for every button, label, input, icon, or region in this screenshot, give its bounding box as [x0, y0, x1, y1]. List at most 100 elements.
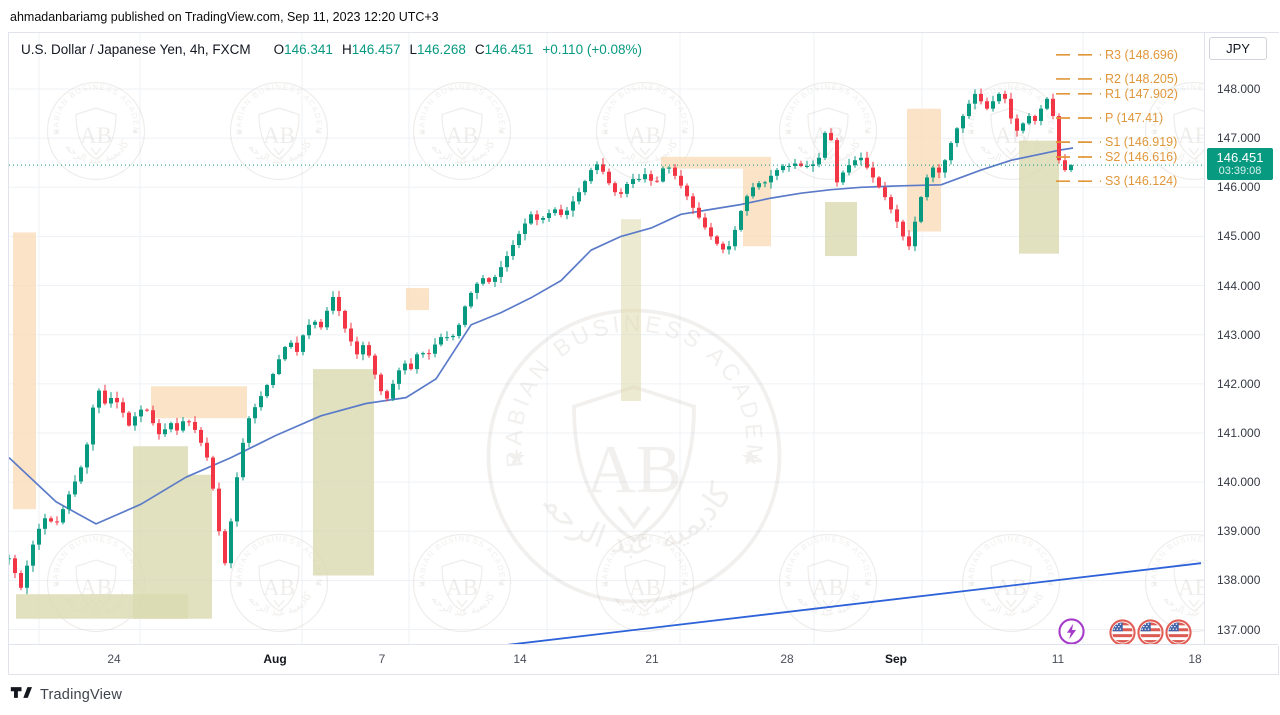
candle: [367, 341, 371, 358]
candle: [301, 334, 305, 356]
tradingview-brand[interactable]: TradingView: [40, 687, 122, 703]
candle: [649, 170, 653, 186]
close-value: 146.451: [484, 42, 534, 57]
price-axis[interactable]: JPY 148.000 147.000 146.000 145.000 144.000 1…: [1204, 33, 1280, 646]
candle: [631, 173, 635, 189]
candle: [673, 164, 677, 180]
byline: ahmadanbariamg published on TradingView.…: [10, 10, 439, 24]
candle: [601, 158, 605, 175]
candle: [43, 513, 47, 535]
price-chart-canvas[interactable]: ARABIAN BUSINESS ACADEMY ★ ★ أكاديمية عب…: [9, 33, 1204, 646]
trend-line[interactable]: [495, 562, 1202, 646]
candle: [721, 241, 725, 254]
candle: [55, 516, 59, 526]
moving-average-line: [9, 147, 1074, 525]
candle: [877, 176, 881, 189]
chart-panel[interactable]: ARABIAN BUSINESS ACADEMY ★ ★ أكاديمية عب…: [8, 32, 1280, 675]
candle: [295, 336, 299, 356]
candle: [619, 188, 623, 198]
candle: [241, 438, 245, 481]
zone-peach: [151, 386, 247, 419]
pivot-label-r2: R2 (148.205): [1105, 71, 1178, 86]
candle: [829, 128, 833, 142]
academy-watermark-icon: [229, 81, 329, 181]
pivot-label-s3: S3 (146.124): [1105, 174, 1178, 189]
us-flag-event-icon[interactable]: [1165, 619, 1192, 646]
candle: [109, 392, 113, 408]
currency-label[interactable]: JPY: [1209, 37, 1267, 60]
zone-olive: [313, 369, 374, 576]
candle: [841, 170, 845, 186]
candle: [49, 516, 53, 523]
candle: [661, 166, 665, 183]
flash-event-icon[interactable]: [1058, 618, 1085, 645]
candle: [205, 437, 209, 461]
zone-peach: [907, 108, 941, 232]
candle: [229, 518, 233, 569]
candle: [421, 351, 425, 358]
close-label: C: [474, 42, 485, 57]
candle: [799, 160, 803, 168]
open-value: 146.341: [284, 42, 333, 57]
candle: [25, 560, 29, 595]
change-value: +0.110 (+0.08%): [542, 42, 642, 57]
candle: [409, 358, 413, 371]
candle: [733, 226, 737, 251]
candle: [469, 291, 473, 309]
candle: [115, 391, 119, 409]
academy-watermark-icon: [778, 533, 878, 633]
candle: [709, 222, 713, 240]
candle: [361, 341, 365, 361]
candle: [949, 141, 953, 165]
candle: [343, 309, 347, 333]
tradingview-logo-icon[interactable]: [10, 685, 33, 705]
candle: [745, 194, 749, 216]
candle: [277, 354, 281, 376]
candle: [439, 333, 443, 347]
candle: [655, 176, 659, 183]
price-tick: 138.000: [1217, 573, 1261, 588]
candle: [967, 99, 971, 119]
bar-countdown: 03:39:08: [1218, 165, 1262, 178]
candle: [565, 206, 569, 220]
ascending-trend-line[interactable]: [495, 562, 1202, 646]
candle: [391, 379, 395, 402]
candle: [853, 156, 857, 168]
candle: [223, 528, 227, 566]
candle: [595, 161, 599, 175]
price-tick: 142.000: [1217, 376, 1261, 391]
candle: [307, 319, 311, 339]
candle: [1027, 113, 1031, 126]
candle: [835, 137, 839, 187]
candle: [985, 97, 989, 111]
high-label: H: [341, 42, 352, 57]
candle: [355, 336, 359, 359]
candle: [283, 345, 287, 362]
candle: [913, 216, 917, 252]
candle: [589, 167, 593, 184]
candle: [1003, 90, 1007, 104]
time-axis[interactable]: 24 Aug 7 14 21 28 Sep 11 18: [9, 644, 1278, 674]
zone-khaki: [621, 219, 641, 402]
candle: [127, 411, 131, 427]
price-tick: 141.000: [1217, 425, 1261, 440]
candle: [931, 165, 935, 183]
candle: [997, 92, 1001, 105]
candle: [325, 307, 329, 331]
candle: [121, 397, 125, 418]
us-flag-event-icon[interactable]: [1109, 619, 1136, 646]
candle: [265, 383, 269, 399]
candle: [433, 338, 437, 358]
time-tick: 24: [107, 652, 121, 666]
symbol-legend[interactable]: U.S. Dollar / Japanese Yen, 4h, FXCM O146…: [21, 42, 642, 57]
us-flag-event-icon[interactable]: [1137, 619, 1164, 646]
candle: [373, 353, 377, 380]
candle: [475, 282, 479, 300]
candle: [541, 216, 545, 224]
time-tick: 18: [1188, 652, 1202, 666]
pivot-lines: [1056, 53, 1101, 183]
candle: [847, 158, 851, 176]
candle: [715, 234, 719, 246]
candle: [415, 352, 419, 374]
